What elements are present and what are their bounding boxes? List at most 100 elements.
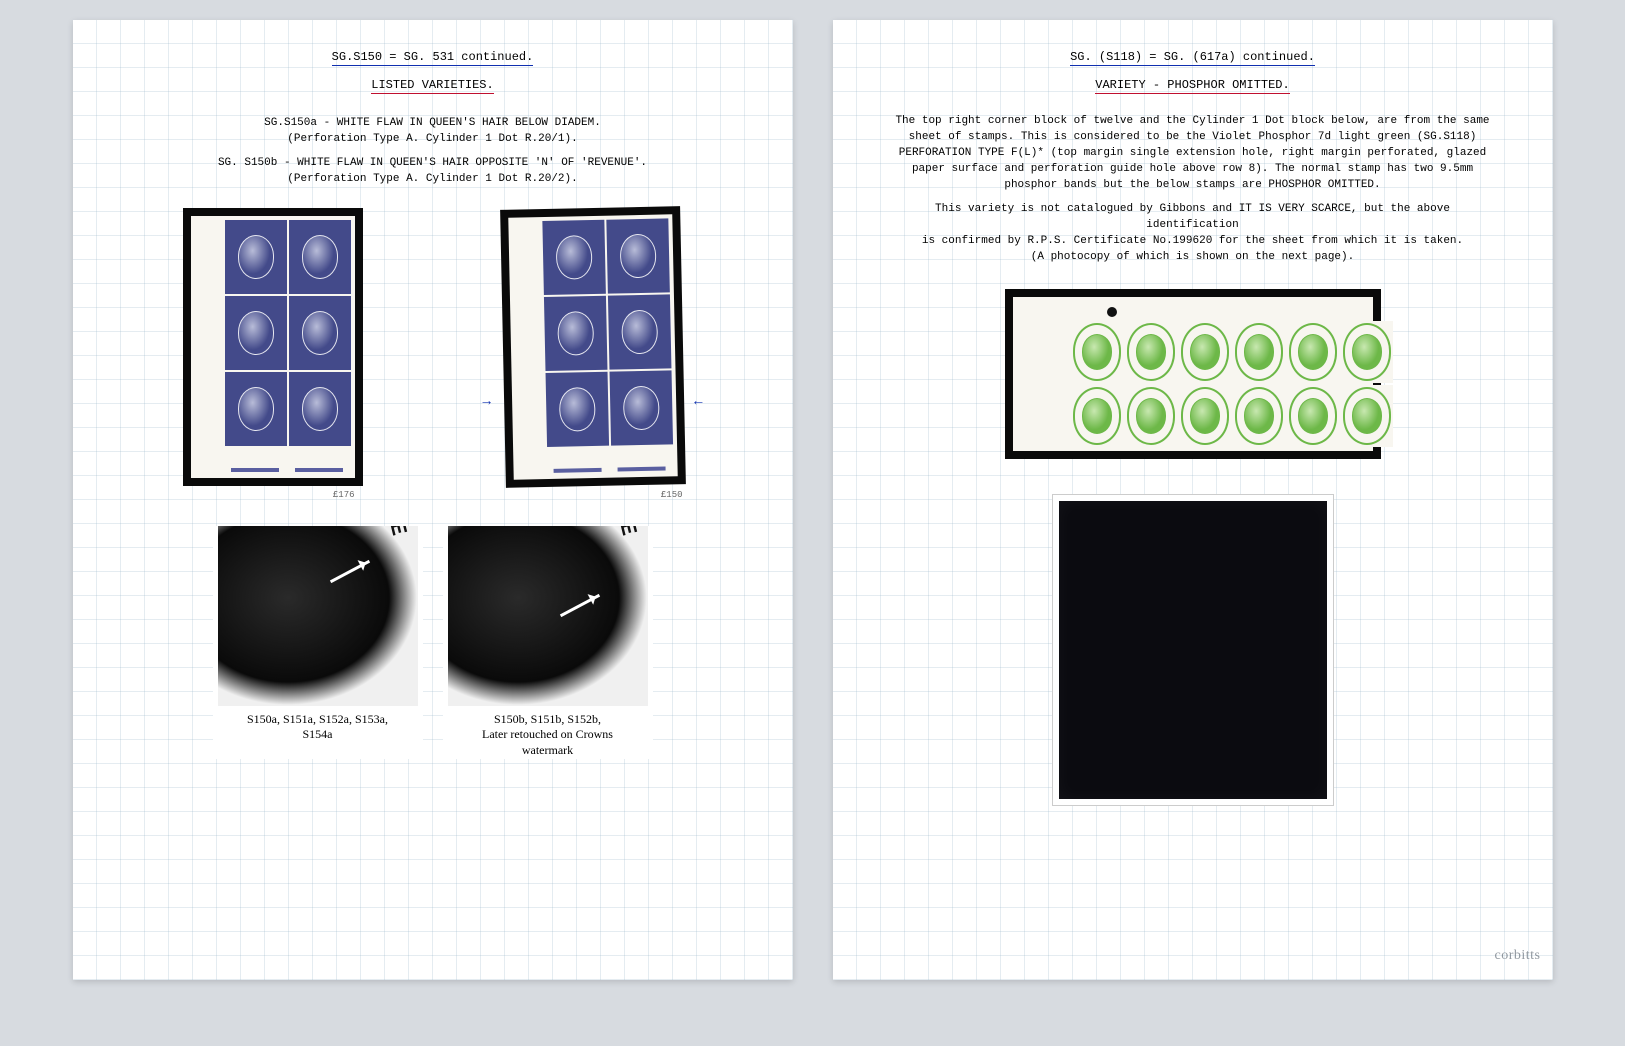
queen-cameo-icon — [1352, 334, 1382, 370]
stamp — [1125, 385, 1177, 447]
photo-figure-right: REVENUE S150b, S151b, S152b, Later retou… — [443, 526, 653, 759]
queen-cameo-icon — [622, 385, 659, 430]
para-line: PERFORATION TYPE F(L)* (top margin singl… — [891, 146, 1495, 162]
para-line: paper surface and perforation guide hole… — [891, 162, 1495, 178]
queen-cameo-icon — [302, 387, 338, 431]
queen-cameo-icon — [1136, 334, 1166, 370]
queen-cameo-icon — [302, 235, 338, 279]
header-text: SG.S150 = SG. 531 continued. — [332, 50, 534, 66]
queen-cameo-icon — [238, 235, 274, 279]
variety-b-description: SG. S150b - WHITE FLAW IN QUEEN'S HAIR O… — [153, 156, 713, 188]
stamp-block-green — [1005, 289, 1381, 459]
stamp — [606, 218, 670, 293]
queen-cameo-icon — [238, 387, 274, 431]
price-annotation: £176 — [333, 490, 355, 500]
flaw-enlargement-photo: REVENUE — [218, 526, 418, 706]
caption-line: S150b, S151b, S152b, — [494, 712, 601, 726]
stamp — [1341, 321, 1393, 383]
stamp — [1287, 385, 1339, 447]
stamp — [607, 294, 671, 369]
flaw-arrow-icon — [559, 594, 599, 617]
caption-line: S154a — [303, 727, 333, 741]
colour-bar-icon — [553, 468, 601, 473]
stamp — [1071, 385, 1123, 447]
queen-cameo-icon — [1190, 398, 1220, 434]
para-line: sheet of stamps. This is considered to b… — [891, 130, 1495, 146]
stamp — [289, 296, 351, 370]
queen-cameo-icon — [558, 387, 595, 432]
caption-line: watermark — [522, 743, 573, 757]
para-line: The top right corner block of twelve and… — [891, 114, 1495, 130]
sheet-margin-bottom — [547, 446, 674, 475]
para-line: phosphor bands but the below stamps are … — [891, 178, 1495, 194]
caption-line: S150a, S151a, S152a, S153a, — [247, 712, 388, 726]
caption-line: Later retouched on Crowns — [482, 727, 613, 741]
stamp-blocks-row: £176 → ← £ — [113, 208, 753, 486]
variety-a-description: SG.S150a - WHITE FLAW IN QUEEN'S HAIR BE… — [153, 116, 713, 148]
revenue-text: REVENUE — [361, 526, 411, 540]
queen-cameo-icon — [555, 235, 592, 280]
sheet-margin-top — [1017, 301, 1369, 319]
stamp-grid-left — [191, 216, 355, 478]
queen-cameo-icon — [1244, 398, 1274, 434]
flaw-enlargement-photo: REVENUE — [448, 526, 648, 706]
header-catalogue-ref: SG.S150 = SG. 531 continued. — [113, 50, 753, 64]
description-paragraph-2: This variety is not catalogued by Gibbon… — [891, 202, 1495, 266]
stamp — [1233, 385, 1285, 447]
photo-caption-left: S150a, S151a, S152a, S153a, S154a — [213, 712, 423, 743]
stamp-grid-right — [508, 214, 677, 479]
queen-cameo-icon — [1352, 398, 1382, 434]
stamp — [1287, 321, 1339, 383]
colour-bar-icon — [617, 466, 665, 471]
queen-cameo-icon — [1190, 334, 1220, 370]
sheet-margin-bottom — [225, 448, 351, 474]
queen-cameo-icon — [1298, 398, 1328, 434]
para-line: (A photocopy of which is shown on the ne… — [891, 250, 1495, 266]
queen-cameo-icon — [1136, 398, 1166, 434]
stamp — [1071, 321, 1123, 383]
stamp — [1233, 321, 1285, 383]
variety-a-line1: SG.S150a - WHITE FLAW IN QUEEN'S HAIR BE… — [153, 116, 713, 132]
variety-a-line2: (Perforation Type A. Cylinder 1 Dot R.20… — [153, 132, 713, 148]
album-page-left: SG.S150 = SG. 531 continued. LISTED VARI… — [73, 20, 793, 980]
colour-bar-icon — [295, 468, 343, 472]
stamp — [1179, 321, 1231, 383]
stamp — [289, 220, 351, 294]
para-line: is confirmed by R.P.S. Certificate No.19… — [891, 234, 1495, 250]
queen-cameo-icon — [1082, 398, 1112, 434]
header-subtitle: VARIETY - PHOSPHOR OMITTED. — [1095, 78, 1289, 94]
queen-cameo-icon — [621, 309, 658, 354]
variety-b-line2: (Perforation Type A. Cylinder 1 Dot R.20… — [153, 172, 713, 188]
queen-cameo-icon — [1082, 334, 1112, 370]
stamp — [1179, 385, 1231, 447]
header-subtitle: LISTED VARIETIES. — [371, 78, 493, 94]
uv-phosphor-photo — [1053, 495, 1333, 805]
stamp — [289, 372, 351, 446]
stamp — [545, 371, 609, 446]
stamp — [225, 372, 287, 446]
photo-caption-right: S150b, S151b, S152b, Later retouched on … — [443, 712, 653, 759]
description-paragraph-1: The top right corner block of twelve and… — [891, 114, 1495, 194]
arrow-right-icon: ← — [694, 394, 702, 410]
uv-photo-wrap — [873, 495, 1513, 805]
stamp-grid-green — [1013, 297, 1373, 451]
stamp-block-right-wrap: → ← £150 — [503, 208, 683, 486]
sheet-margin-left — [195, 220, 223, 474]
price-annotation: £150 — [661, 490, 683, 500]
header-text: SG. (S118) = SG. (617a) continued. — [1070, 50, 1315, 66]
colour-bar-icon — [231, 468, 279, 472]
stamp — [542, 219, 606, 294]
stamp-block-left — [183, 208, 363, 486]
queen-cameo-icon — [1298, 334, 1328, 370]
sheet-margin-left — [512, 221, 545, 476]
revenue-text: REVENUE — [591, 526, 641, 540]
album-page-right: SG. (S118) = SG. (617a) continued. VARIE… — [833, 20, 1553, 980]
stamp — [1341, 385, 1393, 447]
stamp-block-right — [500, 206, 686, 488]
sheet-margin-right — [1017, 321, 1045, 447]
header-section-title: LISTED VARIETIES. — [113, 78, 753, 92]
stamp — [1125, 321, 1177, 383]
stamp-block-left-wrap: £176 — [183, 208, 363, 486]
queen-cameo-icon — [302, 311, 338, 355]
stamp — [225, 220, 287, 294]
